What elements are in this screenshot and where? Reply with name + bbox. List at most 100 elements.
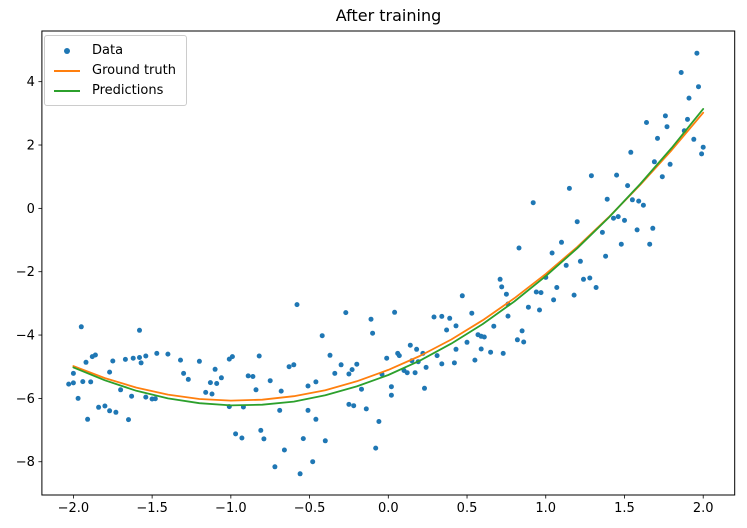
scatter-point (137, 327, 142, 333)
scatter-point (332, 370, 338, 376)
x-tick-label: 0.5 (457, 501, 478, 516)
scatter-point (694, 50, 700, 56)
scatter-point (294, 302, 300, 308)
scatter-point (250, 374, 256, 379)
scatter-point (685, 116, 690, 122)
scatter-point (691, 136, 697, 142)
ground-truth-line-icon (54, 70, 80, 72)
scatter-point (388, 392, 394, 398)
scatter-point (212, 366, 218, 372)
scatter-point (525, 304, 531, 310)
scatter-point (549, 250, 555, 256)
y-tick-label: −6 (16, 392, 35, 407)
scatter-point (491, 323, 497, 329)
scatter-point (245, 373, 251, 379)
scatter-point (196, 358, 202, 364)
scatter-point (152, 396, 158, 402)
scatter-point (500, 350, 506, 356)
scatter-point (453, 323, 459, 329)
scatter-point (412, 370, 418, 376)
scatter-point (359, 386, 364, 392)
x-tick-label: −1.5 (136, 501, 168, 516)
scatter-point (143, 353, 149, 359)
scatter-point (338, 362, 344, 368)
scatter-point (696, 84, 701, 90)
scatter-point (130, 355, 136, 361)
legend-row-data: Data (45, 41, 186, 61)
x-tick-label: −1.0 (215, 501, 247, 516)
scatter-point (376, 419, 382, 424)
y-tick-label: −8 (16, 455, 35, 470)
scatter-point (203, 389, 209, 395)
scatter-point (384, 355, 390, 361)
y-tick-label: −4 (16, 329, 35, 344)
scatter-point (431, 314, 437, 320)
scatter-point (253, 387, 259, 393)
scatter-point (662, 113, 668, 119)
scatter-point (588, 173, 594, 179)
scatter-point (118, 387, 124, 393)
scatter-point (349, 367, 355, 373)
scatter-point (256, 353, 262, 359)
scatter-point (519, 328, 525, 334)
scatter-point (514, 337, 520, 343)
scatter-point (354, 361, 360, 367)
scatter-point (404, 370, 410, 376)
scatter-point (113, 409, 119, 415)
scatter-point (604, 196, 610, 202)
scatter-point (577, 258, 583, 264)
scatter-point (581, 276, 586, 282)
legend-label-predictions: Predictions (92, 83, 164, 98)
scatter-point (686, 95, 692, 101)
scatter-point (700, 144, 706, 150)
legend: Data Ground truth Predictions (44, 35, 187, 106)
scatter-point (363, 406, 369, 412)
scatter-point (497, 276, 503, 282)
scatter-point (407, 342, 413, 348)
scatter-point (310, 459, 316, 465)
scatter-point (622, 217, 627, 223)
scatter-point (587, 275, 593, 281)
scatter-point (396, 353, 402, 359)
scatter-point (667, 161, 673, 167)
scatter-point (70, 370, 76, 376)
x-tick-label: −0.5 (294, 501, 326, 516)
scatter-point (107, 369, 113, 375)
scatter-point (659, 174, 665, 180)
x-tick-label: 2.0 (693, 501, 714, 516)
scatter-point (651, 159, 657, 165)
scatter-point (327, 352, 333, 358)
scatter-point (92, 352, 98, 358)
legend-label-data: Data (92, 43, 124, 58)
scatter-point (258, 427, 264, 433)
scatter-point (278, 388, 284, 394)
scatter-point (343, 310, 349, 316)
x-tick-label: 1.0 (535, 501, 556, 516)
x-tick-label: −2.0 (58, 501, 90, 516)
scatter-point (110, 358, 116, 364)
scatter-point (464, 339, 470, 345)
scatter-point (209, 391, 215, 397)
scatter-point (122, 356, 128, 362)
x-tick-label: 0.0 (378, 501, 399, 516)
scatter-point (469, 310, 475, 316)
scatter-point (537, 307, 542, 313)
scatter-point (566, 185, 572, 191)
scatter-point (521, 339, 527, 345)
scatter-point (313, 416, 319, 422)
scatter-point (414, 346, 420, 352)
x-tick-label: 1.5 (614, 501, 635, 516)
scatter-point (291, 362, 297, 368)
scatter-point (319, 333, 325, 339)
predictions-curve (72, 108, 705, 407)
legend-row-ground-truth: Ground truth (45, 61, 186, 81)
scatter-point (655, 135, 660, 141)
scatter-point (434, 353, 440, 359)
scatter-point (373, 445, 379, 451)
scatter-point (530, 200, 536, 206)
scatter-point (533, 289, 539, 295)
scatter-point (503, 291, 509, 297)
scatter-point (538, 290, 544, 296)
scatter-point (603, 253, 609, 259)
